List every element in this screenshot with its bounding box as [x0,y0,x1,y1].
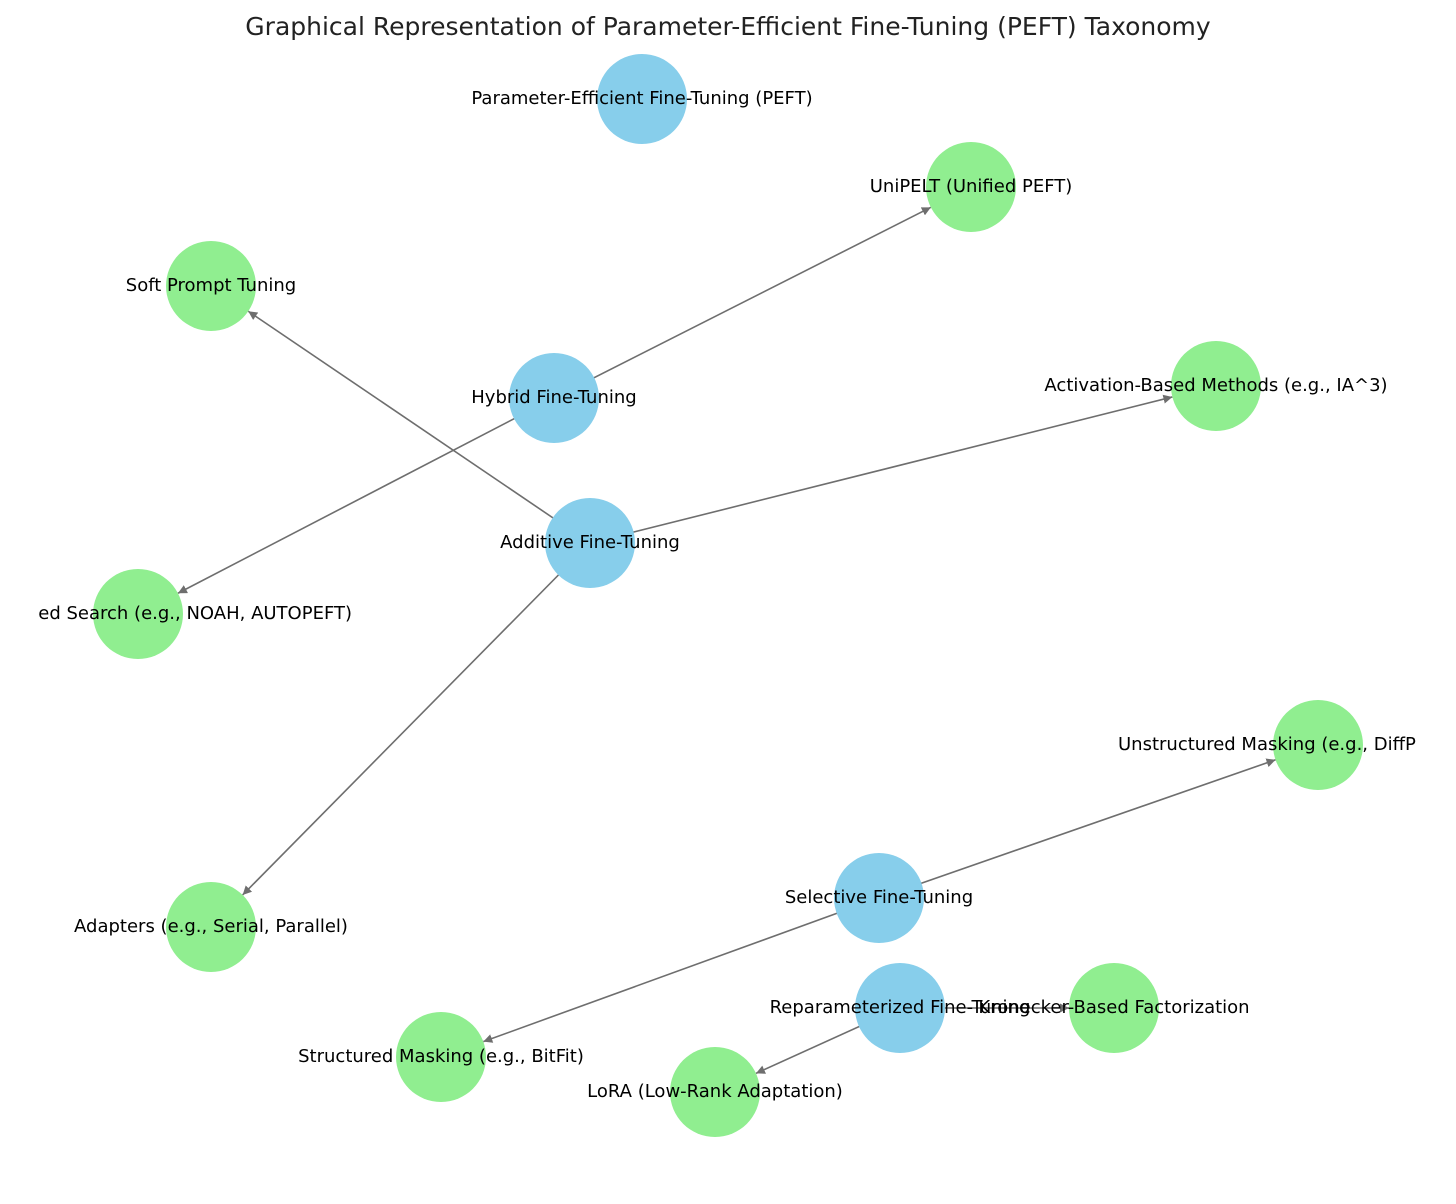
node [834,853,924,943]
edge [589,394,1173,544]
node [597,54,687,144]
node [509,353,599,443]
node-label: Structured Masking (e.g., BitFit) [298,1046,584,1067]
node [1069,963,1159,1053]
node [545,498,635,588]
node-label: LoRA (Low-Rank Adaptation) [587,1081,843,1102]
edge [878,758,1276,899]
title: Graphical Representation of Parameter-Ef… [245,12,1211,41]
node [396,1012,486,1102]
node [670,1047,760,1137]
node [166,241,256,331]
edge [483,897,880,1043]
node [926,142,1016,232]
nodes [93,54,1363,1137]
edges [177,206,1276,1075]
edge [553,206,932,399]
node-label: UniPELT (Unified PEFT) [870,176,1073,197]
node-label: Selective Fine-Tuning [785,887,973,908]
node [1273,700,1363,790]
node-label: ed Search (e.g., NOAH, AUTOPEFT) [38,603,352,624]
node [855,963,945,1053]
node-label: Activation-Based Methods (e.g., IA^3) [1044,375,1387,396]
node-label: Adapters (e.g., Serial, Parallel) [74,916,348,937]
labels: Parameter-Efficient Fine-Tuning (PEFT) Un… [38,88,1416,1102]
node [1171,341,1261,431]
edge [177,397,555,594]
node-label: Reparameterized Fine-Tuning [770,997,1031,1018]
node-label: Parameter-Efficient Fine-Tuning (PEFT) [471,88,812,109]
edge [247,310,591,544]
edge [242,542,591,896]
node-label: Soft Prompt Tuning [126,275,296,296]
node [93,569,183,659]
node-label: Hybrid Fine-Tuning [471,387,636,408]
node-label: Unstructured Masking (e.g., DiffP [1118,734,1416,755]
node-label: Additive Fine-Tuning [500,532,680,553]
node [166,882,256,972]
node-label: Kronecker-Based Factorization [978,997,1249,1018]
